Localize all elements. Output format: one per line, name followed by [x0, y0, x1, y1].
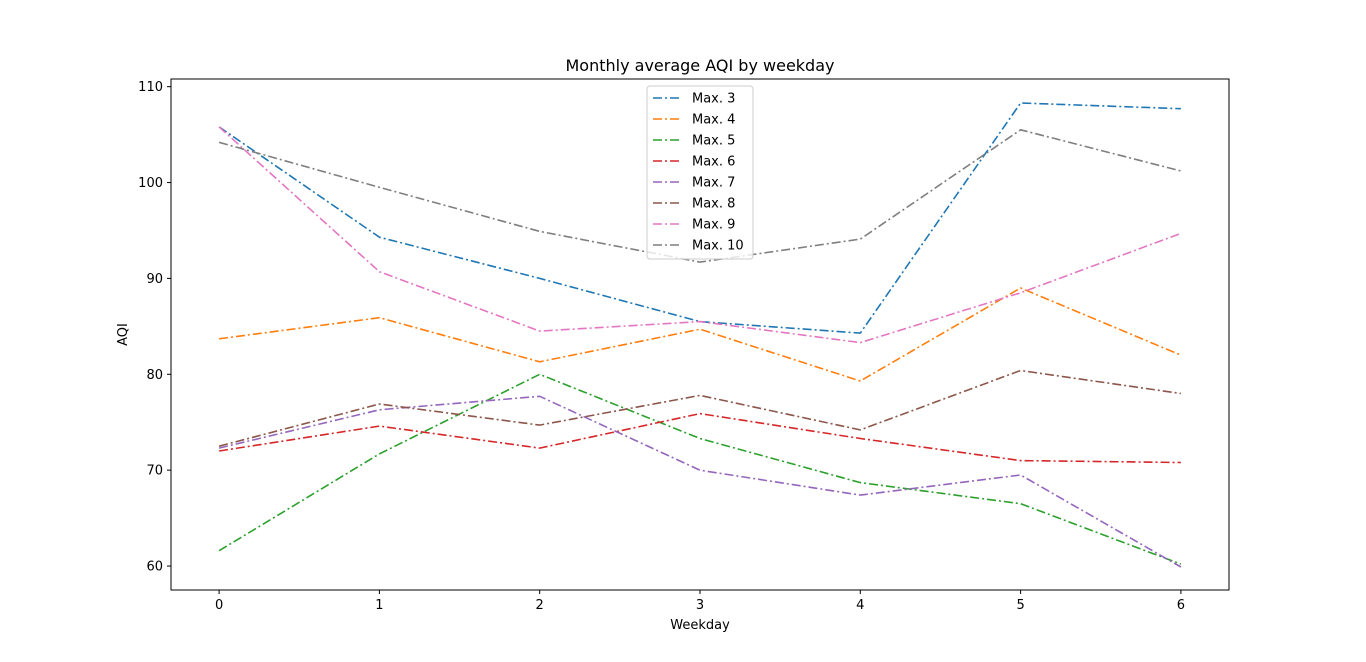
- legend-label-3: Max. 5: [692, 134, 735, 149]
- series-line-2: [218, 287, 1182, 382]
- y-tick-label: 80: [146, 368, 163, 383]
- x-tick-label: 3: [696, 598, 704, 613]
- x-axis-title: Weekday: [670, 618, 730, 633]
- series-line-6: [218, 369, 1182, 447]
- y-axis-title: AQI: [116, 323, 131, 346]
- x-tick-label: 5: [1016, 598, 1024, 613]
- x-tick-label: 2: [536, 598, 544, 613]
- x-tick-label: 1: [375, 598, 383, 613]
- x-tick-label: 4: [856, 598, 864, 613]
- legend-label-6: Max. 8: [692, 197, 735, 212]
- y-tick-label: 110: [138, 80, 163, 95]
- y-tick-label: 70: [146, 464, 163, 479]
- series-line-1: [218, 102, 1181, 334]
- x-tick-label: 0: [215, 598, 223, 613]
- series-line-7: [218, 126, 1182, 344]
- legend-box: [646, 85, 754, 260]
- y-tick-label: 100: [138, 176, 163, 191]
- series-line-8: [218, 129, 1182, 263]
- series-line-5: [218, 395, 1182, 568]
- chart-title: Monthly average AQI by weekday: [566, 56, 835, 75]
- legend-label-8: Max. 10: [692, 239, 744, 254]
- y-tick-label: 60: [146, 560, 163, 575]
- x-tick-label: 6: [1177, 598, 1185, 613]
- plot-area: [218, 102, 1182, 568]
- legend-label-2: Max. 4: [692, 113, 735, 128]
- legend-label-7: Max. 9: [692, 218, 735, 233]
- legend-label-5: Max. 7: [692, 176, 735, 191]
- series-line-4: [218, 412, 1181, 464]
- axes: 0 1 2 3 4 5 6 60 70 80 90 100 110: [138, 78, 1230, 613]
- legend-label-4: Max. 6: [692, 155, 735, 170]
- legend-label-1: Max. 3: [692, 92, 735, 107]
- legend: Max. 3 Max. 4 Max. 5 Max. 6 Max. 7 Max. 8 Max.…: [646, 85, 754, 260]
- series-line-3: [218, 373, 1182, 565]
- y-tick-label: 90: [146, 272, 163, 287]
